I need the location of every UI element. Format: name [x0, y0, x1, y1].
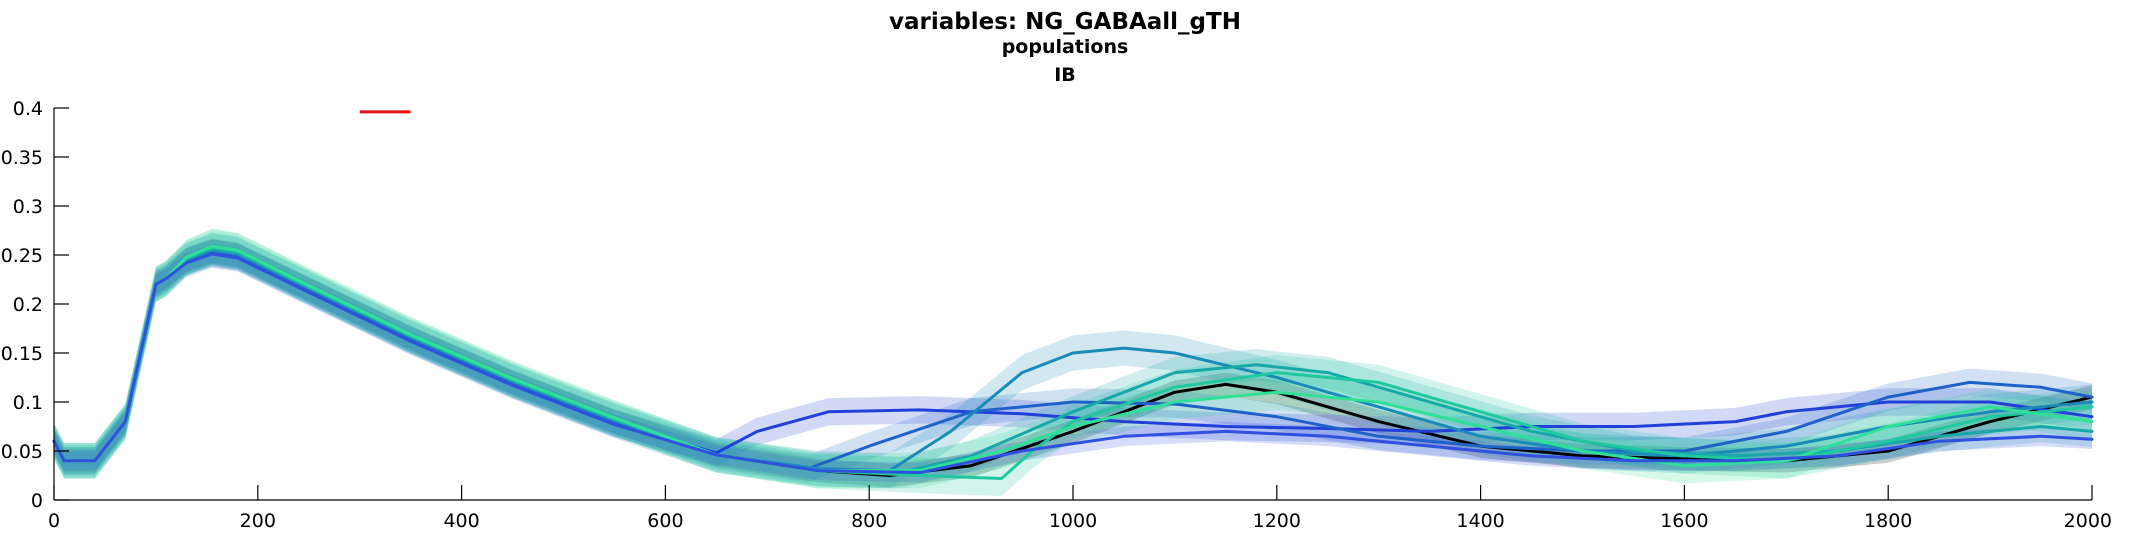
x-tick-label: 2000: [2064, 510, 2112, 532]
chart-title: variables: NG_GABAall_gTH: [889, 9, 1241, 35]
x-tick-label: 1200: [1253, 510, 1301, 532]
x-tick-label: 1000: [1049, 510, 1097, 532]
y-tick-label: 0.25: [1, 245, 43, 267]
y-tick-label: 0.15: [1, 343, 43, 365]
series-band-4: [54, 232, 2092, 489]
chart-titles: variables: NG_GABAall_gTH populations IB: [889, 9, 1241, 86]
series-band-2: [54, 239, 2092, 475]
y-tick-label: 0.1: [13, 392, 43, 414]
x-tick-label: 1600: [1660, 510, 1708, 532]
y-tick-label: 0.35: [1, 147, 43, 169]
series-lines: [52, 244, 2094, 480]
x-tick-label: 600: [647, 510, 683, 532]
series-band-6: [54, 229, 2092, 497]
chart-subtitle-ib: IB: [1054, 64, 1076, 86]
y-tick-label: 0.3: [13, 196, 43, 218]
series-line-8: [52, 252, 2094, 475]
x-tick-label: 0: [48, 510, 60, 532]
confidence-bands: [54, 228, 2092, 497]
axes: 0 0.05 0.1 0.15 0.2 0.25 0.3 0.35 0.4 0 200 400 600 8…: [1, 98, 2112, 532]
y-tick-label: 0: [31, 490, 43, 512]
x-tick-label: 1800: [1864, 510, 1912, 532]
chart-subtitle-populations: populations: [1002, 36, 1129, 58]
y-tick-label: 0.4: [13, 98, 43, 120]
x-tick-label: 800: [851, 510, 887, 532]
y-tick-label: 0.05: [1, 441, 43, 463]
x-tick-label: 400: [443, 510, 479, 532]
y-tick-label: 0.2: [13, 294, 43, 316]
x-tick-label: 200: [240, 510, 276, 532]
x-tick-label: 1400: [1456, 510, 1504, 532]
